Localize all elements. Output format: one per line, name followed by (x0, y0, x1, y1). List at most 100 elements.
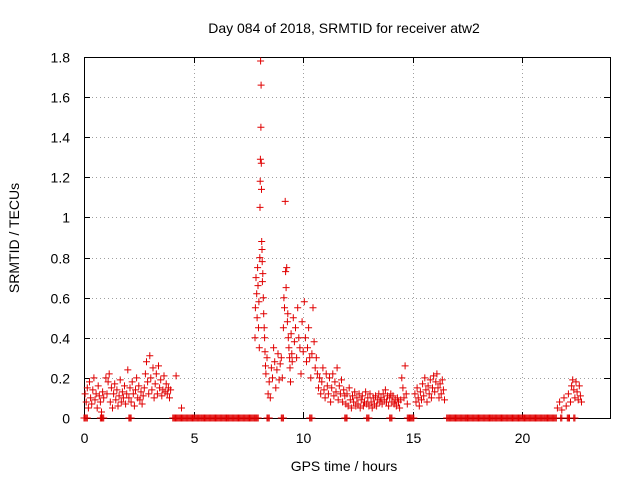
data-point (271, 358, 279, 366)
data-point (410, 414, 418, 422)
data-point (340, 386, 348, 394)
data-point (111, 380, 119, 388)
data-point (254, 282, 262, 290)
data-point (279, 414, 287, 422)
data-point (299, 348, 307, 356)
data-point (123, 390, 131, 398)
data-point (149, 364, 157, 372)
data-point (82, 398, 90, 406)
data-point (389, 392, 397, 400)
data-point (413, 384, 421, 392)
data-point (290, 338, 298, 346)
data-point (296, 344, 304, 352)
data-point (281, 304, 288, 312)
data-point (100, 414, 108, 422)
data-point (358, 392, 366, 400)
data-point (140, 384, 148, 392)
data-point (99, 388, 107, 396)
data-point (304, 344, 311, 352)
data-point (151, 380, 159, 388)
data-point (423, 398, 431, 406)
data-point (94, 382, 102, 390)
data-point (269, 374, 276, 382)
data-point (575, 382, 583, 390)
data-point (434, 384, 442, 392)
data-point (113, 386, 121, 394)
data-point (258, 185, 265, 193)
data-point (322, 370, 330, 378)
y-axis-label: SRMTID / TECUs (6, 183, 22, 293)
data-point (98, 408, 105, 416)
data-point (125, 394, 133, 402)
data-point (90, 374, 98, 382)
data-point (107, 384, 115, 392)
data-point (431, 388, 439, 396)
data-point (441, 396, 448, 404)
data-point (255, 344, 263, 352)
data-point (560, 394, 568, 402)
data-point (95, 392, 103, 400)
data-point (562, 402, 570, 410)
data-point (126, 384, 134, 392)
data-point (139, 392, 147, 400)
data-point (166, 394, 173, 402)
data-point (293, 354, 301, 362)
data-point (388, 414, 396, 422)
data-point (124, 366, 132, 374)
data-point (310, 338, 318, 346)
data-point (402, 390, 410, 398)
data-point (167, 386, 175, 394)
data-point (273, 366, 281, 374)
x-tick-label: 10 (296, 430, 312, 446)
data-point (297, 370, 305, 378)
data-point (112, 396, 120, 404)
data-point (401, 362, 409, 370)
data-point (311, 364, 319, 372)
data-point (568, 382, 576, 390)
data-point (87, 394, 95, 402)
grid (84, 57, 610, 418)
y-tick-label: 1.6 (51, 90, 71, 106)
data-point (110, 390, 118, 398)
data-point (253, 290, 261, 298)
y-tick-label: 0 (62, 411, 70, 427)
data-point (276, 360, 284, 368)
data-point (283, 318, 291, 326)
y-tick-label: 1 (62, 210, 70, 226)
data-point (178, 404, 185, 412)
data-point (103, 390, 111, 398)
data-point (385, 402, 393, 410)
data-point (284, 310, 292, 318)
data-point (313, 370, 321, 378)
data-point (353, 394, 361, 402)
data-point (279, 324, 287, 332)
data-point (257, 81, 265, 89)
plot-frame (84, 57, 611, 419)
data-point (137, 388, 145, 396)
data-point (256, 155, 264, 163)
data-point (262, 370, 270, 378)
data-point (136, 396, 144, 404)
data-point (287, 378, 294, 386)
data-point (292, 324, 299, 332)
data-point (258, 278, 266, 286)
data-point (88, 400, 96, 408)
chart-title: Day 084 of 2018, SRMTID for receiver atw… (208, 20, 480, 36)
data-point (332, 388, 340, 396)
data-point (257, 159, 265, 167)
data-point (282, 284, 290, 292)
data-points (80, 57, 585, 422)
data-point (425, 390, 433, 398)
data-point (289, 314, 297, 322)
data-point (295, 334, 303, 342)
data-point (426, 376, 434, 384)
data-point (91, 396, 99, 404)
data-point (419, 380, 427, 388)
data-point (432, 378, 440, 386)
x-tick-label: 15 (406, 430, 422, 446)
data-point (259, 270, 267, 278)
data-point (437, 390, 445, 398)
x-tick-label: 20 (515, 430, 531, 446)
data-point (147, 374, 155, 382)
